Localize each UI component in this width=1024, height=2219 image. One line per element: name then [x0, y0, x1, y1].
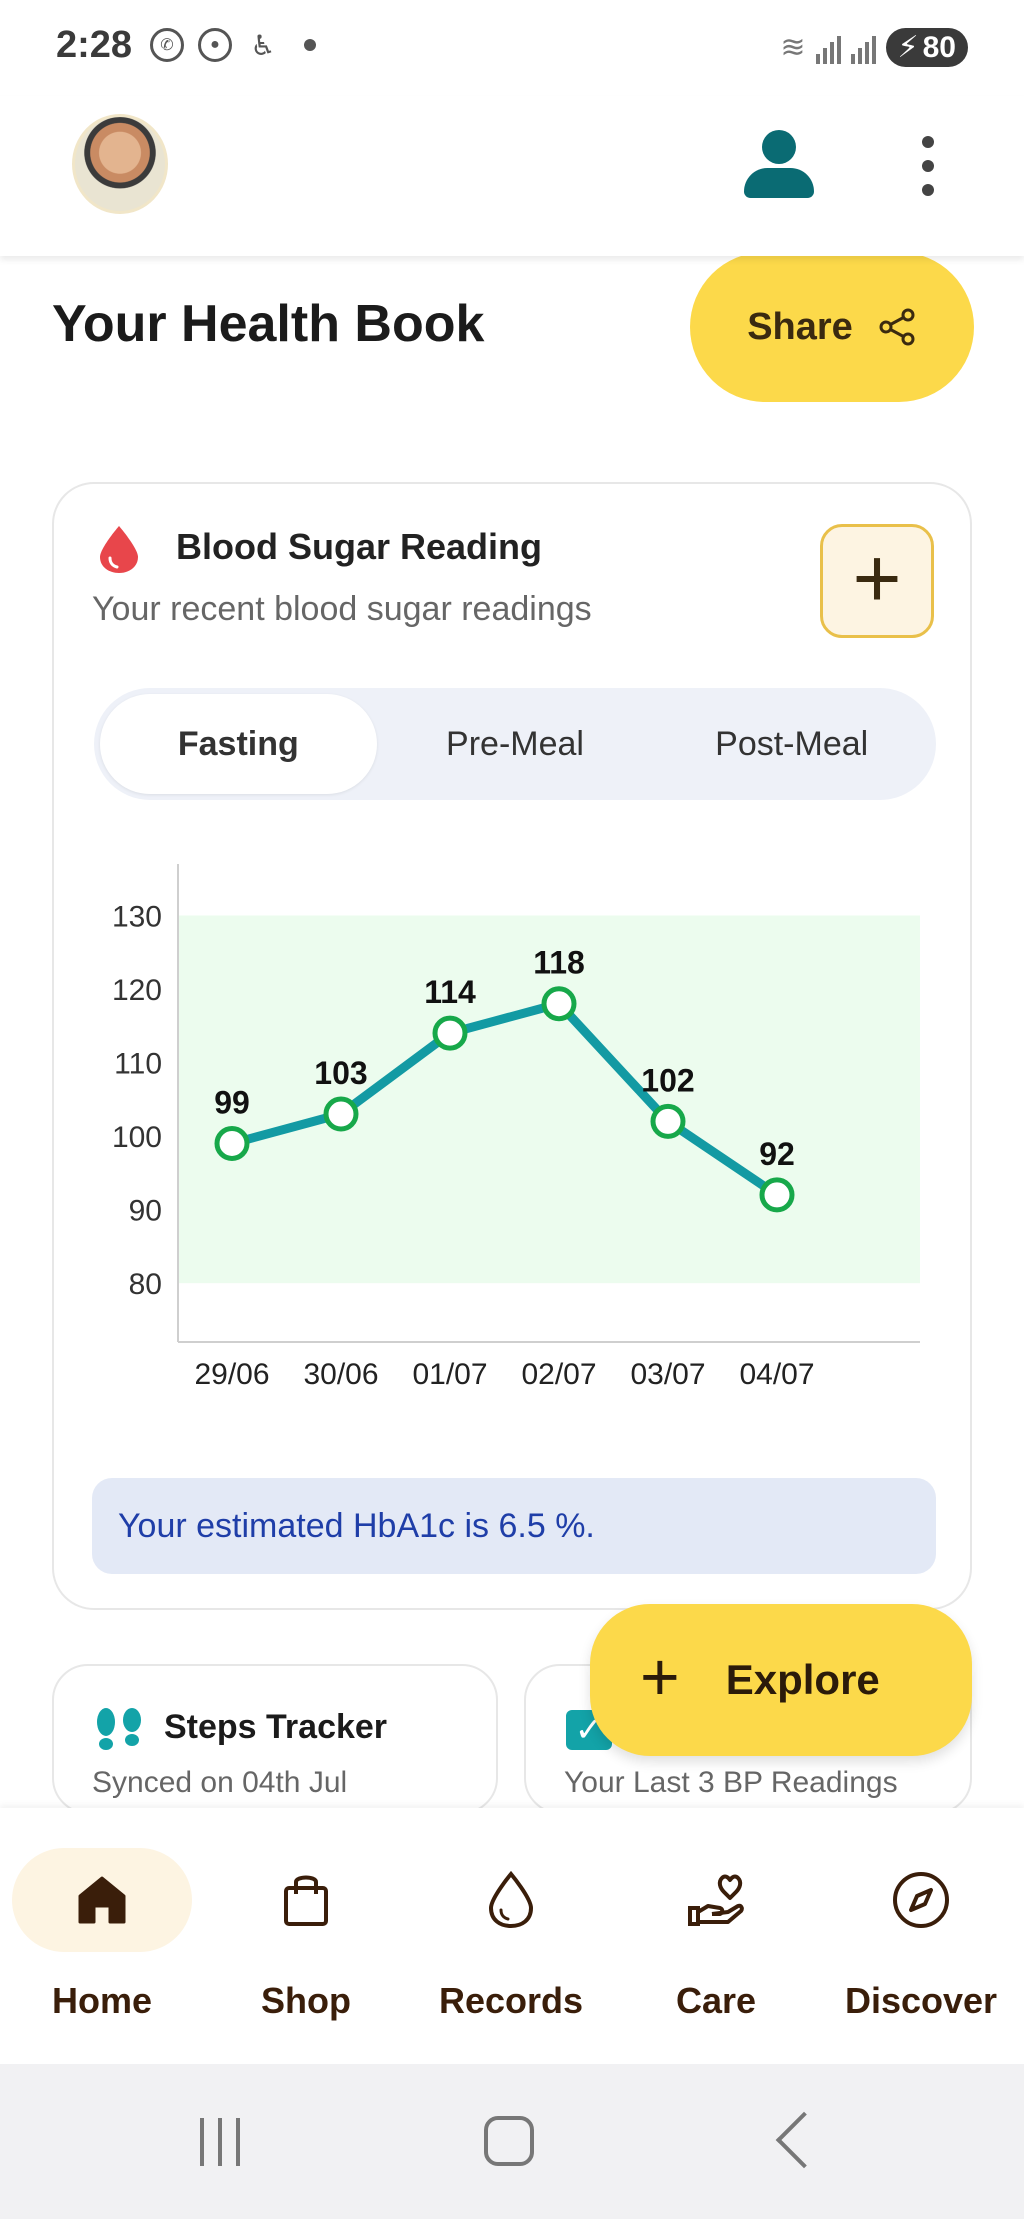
shopping-bag-icon [284, 1875, 328, 1926]
share-icon [879, 308, 915, 346]
recent-apps-button[interactable] [200, 2118, 240, 2166]
blood-drop-icon [100, 526, 138, 573]
system-home-button[interactable] [484, 2116, 534, 2166]
nav-label-discover: Discover [844, 1980, 998, 2021]
more-notifications-dot [304, 39, 316, 51]
battery-indicator: ⚡ 80 [885, 28, 968, 67]
y-tick-label: 80 [129, 1268, 162, 1301]
avatar[interactable] [72, 114, 168, 214]
data-label: 102 [641, 1062, 694, 1098]
notification-icons: ✆ ● ♿ [150, 28, 316, 62]
system-nav-bar [0, 2064, 1024, 2219]
system-icons: ≋ ⚡ 80 [780, 28, 968, 67]
plus-icon: + [640, 1639, 680, 1715]
status-time: 2:28 [56, 24, 133, 66]
home-icon [78, 1876, 126, 1924]
more-options-icon[interactable] [918, 136, 938, 196]
nav-care[interactable]: Care [616, 1848, 816, 2048]
charging-icon: ⚡ [897, 31, 919, 64]
chart-svg: 80 90 100 110 120 130 29/06 30/06 01/07 02/07 03/0… [112, 864, 920, 1391]
normal-range-band [178, 915, 920, 1284]
share-button[interactable]: Share [690, 252, 974, 402]
y-tick-label: 120 [112, 974, 162, 1007]
data-label: 118 [533, 945, 585, 981]
data-point [541, 986, 577, 1022]
nav-shop[interactable]: Shop [206, 1848, 406, 2048]
add-reading-button[interactable]: + [820, 524, 934, 638]
profile-icon[interactable] [742, 130, 814, 202]
share-label: Share [747, 305, 853, 348]
x-tick-label: 29/06 [194, 1358, 269, 1391]
tab-pre-meal[interactable]: Pre-Meal [446, 724, 584, 763]
y-tick-label: 90 [129, 1195, 162, 1228]
app-notification-icon: ● [198, 28, 232, 62]
whatsapp-icon: ✆ [150, 28, 184, 62]
care-hand-heart-icon [688, 1874, 744, 1926]
bottom-nav: Home Shop Records Care [0, 1808, 1024, 2064]
signal-icon-2 [850, 32, 876, 64]
bp-subtitle: Your Last 3 BP Readings [564, 1766, 898, 1799]
y-tick-label: 130 [112, 900, 162, 933]
status-bar: 2:28 ✆ ● ♿ ≋ ⚡ 80 [0, 0, 1024, 96]
steps-tracker-card[interactable]: Steps Tracker Synced on 04th Jul [52, 1664, 498, 1814]
blood-sugar-chart: 80 90 100 110 120 130 29/06 30/06 01/07 02/07 03/0… [84, 864, 954, 1424]
data-point [214, 1125, 250, 1161]
nav-records[interactable]: Records [411, 1848, 611, 2048]
x-tick-label: 03/07 [630, 1358, 705, 1391]
wifi-icon: ≋ [780, 31, 806, 64]
page-title: Your Health Book [52, 295, 485, 353]
tab-post-meal[interactable]: Post-Meal [715, 724, 869, 763]
signal-icon-1 [815, 32, 841, 64]
nav-label-shop: Shop [261, 1980, 351, 2021]
data-point [759, 1177, 795, 1213]
plus-icon: + [852, 531, 902, 625]
card-title: Blood Sugar Reading [176, 526, 543, 567]
explore-button[interactable]: + Explore [590, 1604, 972, 1756]
nav-label-care: Care [675, 1980, 757, 2021]
data-label: 114 [424, 974, 476, 1010]
data-point [432, 1015, 468, 1051]
y-tick-label: 110 [114, 1048, 162, 1081]
hba1c-banner: Your estimated HbA1c is 6.5 %. [92, 1478, 936, 1574]
footsteps-icon [97, 1708, 141, 1750]
tab-fasting[interactable]: Fasting [100, 694, 377, 794]
data-label: 103 [314, 1055, 367, 1091]
x-tick-label: 02/07 [521, 1358, 596, 1391]
y-tick-label: 100 [112, 1121, 162, 1154]
battery-level: 80 [922, 30, 956, 64]
x-tick-label: 04/07 [739, 1358, 814, 1391]
app-header [0, 96, 1024, 256]
compass-icon [893, 1872, 949, 1928]
nav-discover[interactable]: Discover [821, 1848, 1021, 2048]
nav-home[interactable]: Home [2, 1848, 202, 2048]
series-line [227, 999, 782, 1200]
data-point [323, 1096, 359, 1132]
x-tick-label: 01/07 [412, 1358, 487, 1391]
steps-title: Steps Tracker [164, 1708, 388, 1746]
card-subtitle: Your recent blood sugar readings [92, 590, 592, 628]
data-label: 92 [759, 1136, 795, 1172]
explore-label: Explore [725, 1656, 880, 1703]
accessibility-icon: ♿ [250, 29, 276, 61]
nav-label-home: Home [51, 1980, 153, 2021]
data-point [650, 1103, 686, 1139]
nav-label-records: Records [438, 1980, 584, 2021]
data-label: 99 [214, 1084, 250, 1120]
reading-type-tabs: Fasting Pre-Meal Post-Meal [94, 688, 936, 800]
blood-sugar-card: Blood Sugar Reading Your recent blood su… [52, 482, 972, 1610]
drop-icon [488, 1870, 534, 1929]
x-tick-label: 30/06 [303, 1358, 378, 1391]
system-back-button[interactable] [775, 2111, 833, 2169]
steps-subtitle: Synced on 04th Jul [92, 1766, 348, 1799]
